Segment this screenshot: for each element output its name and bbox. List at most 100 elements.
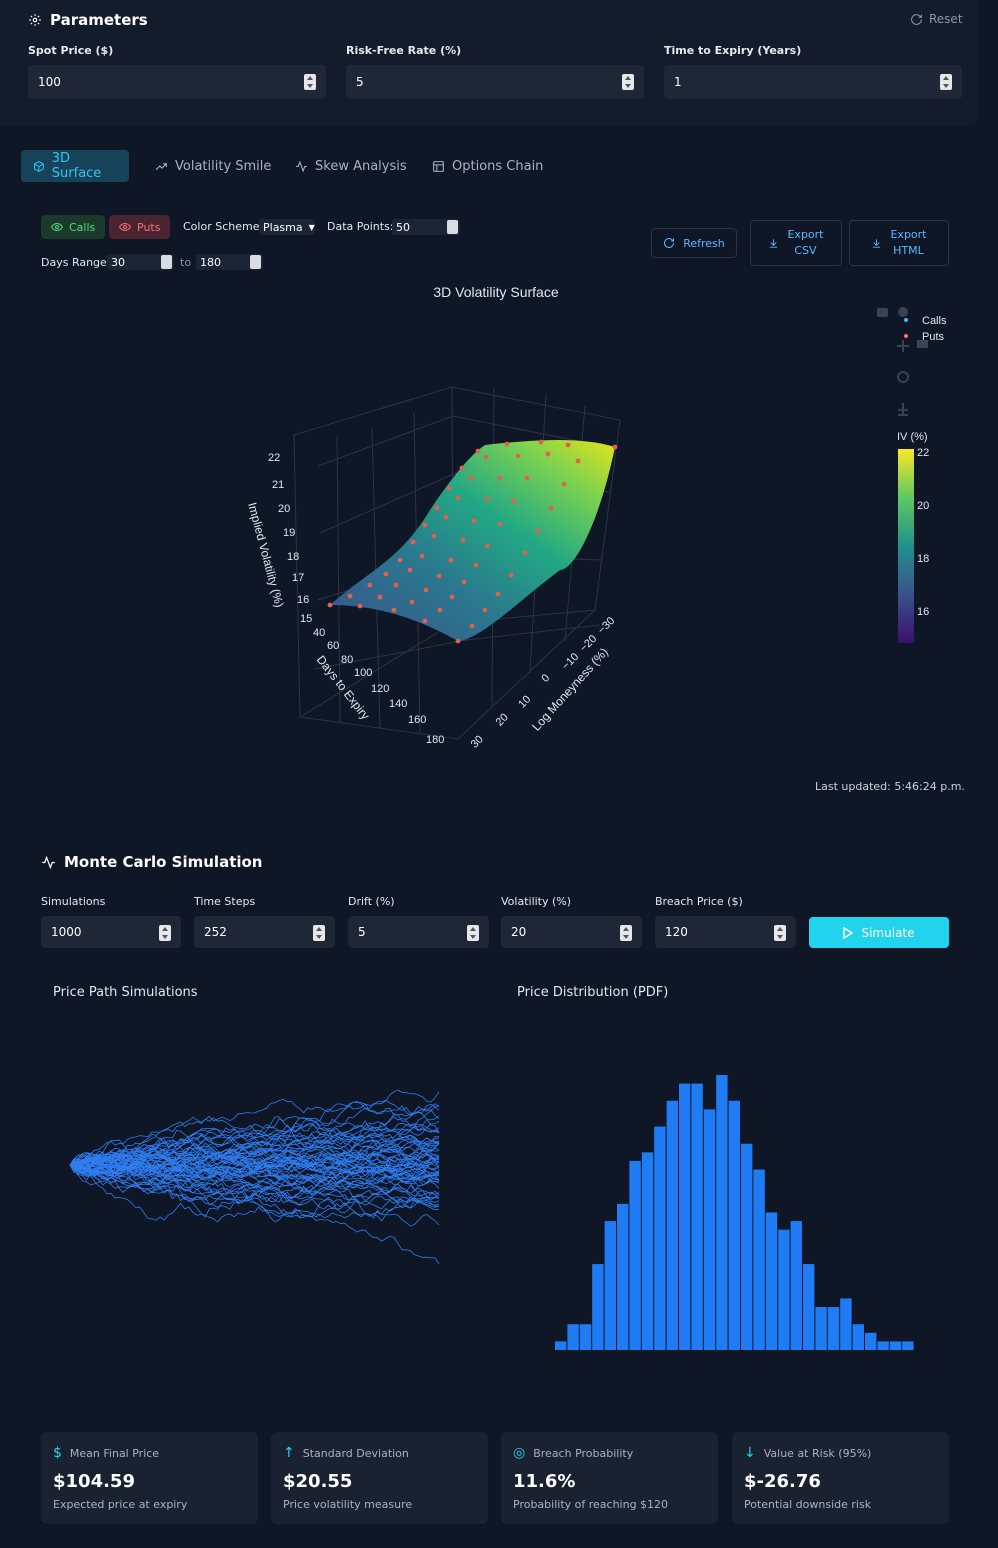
spot-price-stepper[interactable] bbox=[304, 74, 316, 90]
puts-marker[interactable] bbox=[484, 543, 490, 549]
puts-marker[interactable] bbox=[437, 607, 443, 613]
export-html-button[interactable]: Export HTML bbox=[849, 220, 949, 266]
puts-marker[interactable] bbox=[565, 442, 571, 448]
puts-marker[interactable] bbox=[431, 533, 437, 539]
puts-marker[interactable] bbox=[423, 587, 429, 593]
histogram-bar[interactable] bbox=[902, 1341, 914, 1350]
breach-price-input[interactable]: 120 bbox=[655, 916, 796, 948]
puts-markers[interactable] bbox=[327, 439, 618, 644]
puts-marker[interactable] bbox=[391, 607, 397, 613]
puts-marker[interactable] bbox=[367, 582, 373, 588]
puts-marker[interactable] bbox=[548, 505, 554, 511]
data-points-stepper[interactable] bbox=[447, 220, 458, 234]
histogram-bar[interactable] bbox=[741, 1143, 753, 1350]
risk-free-stepper[interactable] bbox=[622, 74, 634, 90]
histogram-bar[interactable] bbox=[592, 1264, 604, 1350]
puts-marker[interactable] bbox=[409, 599, 415, 605]
puts-marker[interactable] bbox=[561, 481, 567, 487]
puts-marker[interactable] bbox=[482, 607, 488, 613]
histogram-bar[interactable] bbox=[703, 1109, 716, 1350]
puts-marker[interactable] bbox=[449, 594, 455, 600]
histogram-bar[interactable] bbox=[852, 1324, 864, 1350]
puts-marker[interactable] bbox=[524, 475, 530, 481]
zoom-icon[interactable] bbox=[898, 307, 908, 317]
histogram-bar[interactable] bbox=[815, 1307, 827, 1350]
puts-marker[interactable] bbox=[455, 638, 461, 644]
puts-toggle[interactable]: Puts bbox=[109, 215, 171, 239]
puts-marker[interactable] bbox=[535, 528, 541, 534]
histogram-bar[interactable] bbox=[827, 1307, 840, 1350]
histogram-bar[interactable] bbox=[666, 1100, 678, 1350]
days-to-input[interactable]: 180 bbox=[196, 254, 263, 270]
puts-marker[interactable] bbox=[510, 498, 516, 504]
tab-volatility-smile[interactable]: Volatility Smile bbox=[143, 150, 283, 182]
home-icon[interactable] bbox=[898, 403, 908, 416]
modebar[interactable] bbox=[877, 307, 928, 416]
puts-marker[interactable] bbox=[419, 553, 425, 559]
tab-skew-analysis[interactable]: Skew Analysis bbox=[283, 150, 419, 182]
risk-free-input[interactable]: 5 bbox=[346, 65, 644, 99]
puts-marker[interactable] bbox=[410, 539, 416, 545]
color-scheme-select[interactable]: Plasma ▼ bbox=[259, 219, 315, 235]
histogram-bar[interactable] bbox=[865, 1332, 877, 1350]
histogram-bar[interactable] bbox=[555, 1341, 567, 1350]
puts-marker[interactable] bbox=[497, 521, 503, 527]
histogram-bar[interactable] bbox=[716, 1075, 728, 1350]
histogram-bar[interactable] bbox=[803, 1264, 815, 1350]
histogram-bar[interactable] bbox=[579, 1324, 592, 1350]
histogram-bar[interactable] bbox=[778, 1229, 790, 1350]
puts-marker[interactable] bbox=[461, 579, 467, 585]
surface-legend[interactable]: Calls Puts bbox=[904, 315, 947, 343]
puts-marker[interactable] bbox=[612, 444, 618, 450]
histogram-bar[interactable] bbox=[641, 1152, 654, 1350]
data-points-input[interactable]: 50 bbox=[392, 219, 460, 235]
simulate-button[interactable]: Simulate bbox=[809, 917, 949, 948]
move-icon[interactable] bbox=[897, 340, 909, 352]
puts-marker[interactable] bbox=[473, 562, 479, 568]
puts-marker[interactable] bbox=[469, 623, 475, 629]
puts-marker[interactable] bbox=[436, 573, 442, 579]
histogram-bar[interactable] bbox=[753, 1169, 765, 1350]
histogram-bar[interactable] bbox=[679, 1083, 691, 1350]
days-from-stepper[interactable] bbox=[161, 255, 172, 269]
reset-button[interactable]: Reset bbox=[910, 12, 963, 26]
puts-marker[interactable] bbox=[495, 591, 501, 597]
days-from-input[interactable]: 30 bbox=[107, 254, 174, 270]
histogram-bar[interactable] bbox=[629, 1160, 641, 1350]
volatility-stepper[interactable] bbox=[620, 925, 632, 941]
puts-marker[interactable] bbox=[434, 505, 440, 511]
tab-options-chain[interactable]: Options Chain bbox=[420, 150, 555, 182]
price-distribution-chart[interactable] bbox=[540, 1060, 940, 1360]
puts-marker[interactable] bbox=[538, 439, 544, 445]
puts-marker[interactable] bbox=[357, 603, 363, 609]
legend-calls[interactable]: Calls bbox=[922, 315, 947, 327]
days-to-stepper[interactable] bbox=[250, 255, 261, 269]
puts-marker[interactable] bbox=[448, 557, 454, 563]
puts-marker[interactable] bbox=[377, 594, 383, 600]
volatility-input[interactable]: 20 bbox=[501, 916, 642, 948]
puts-marker[interactable] bbox=[327, 602, 333, 608]
puts-marker[interactable] bbox=[393, 582, 399, 588]
drift-stepper[interactable] bbox=[467, 925, 479, 941]
calls-toggle[interactable]: Calls bbox=[41, 215, 106, 239]
histogram-bar[interactable] bbox=[567, 1324, 579, 1350]
puts-marker[interactable] bbox=[475, 448, 481, 454]
expiry-stepper[interactable] bbox=[940, 74, 952, 90]
expiry-input[interactable]: 1 bbox=[664, 65, 962, 99]
puts-marker[interactable] bbox=[515, 453, 521, 459]
histogram-bar[interactable] bbox=[840, 1298, 852, 1350]
puts-marker[interactable] bbox=[446, 485, 452, 491]
orbit-icon[interactable] bbox=[897, 371, 909, 383]
puts-marker[interactable] bbox=[422, 522, 428, 528]
histogram-bar[interactable] bbox=[604, 1221, 616, 1350]
histogram-bar[interactable] bbox=[654, 1126, 666, 1350]
spot-price-input[interactable]: 100 bbox=[28, 65, 326, 99]
simulations-input[interactable]: 1000 bbox=[41, 916, 181, 948]
histogram-bar[interactable] bbox=[728, 1100, 740, 1350]
puts-marker[interactable] bbox=[383, 571, 389, 577]
pan-icon[interactable] bbox=[917, 340, 928, 348]
refresh-button[interactable]: Refresh bbox=[651, 228, 737, 258]
simulations-stepper[interactable] bbox=[159, 925, 171, 941]
puts-marker[interactable] bbox=[422, 618, 428, 624]
export-csv-button[interactable]: Export CSV bbox=[750, 220, 842, 266]
